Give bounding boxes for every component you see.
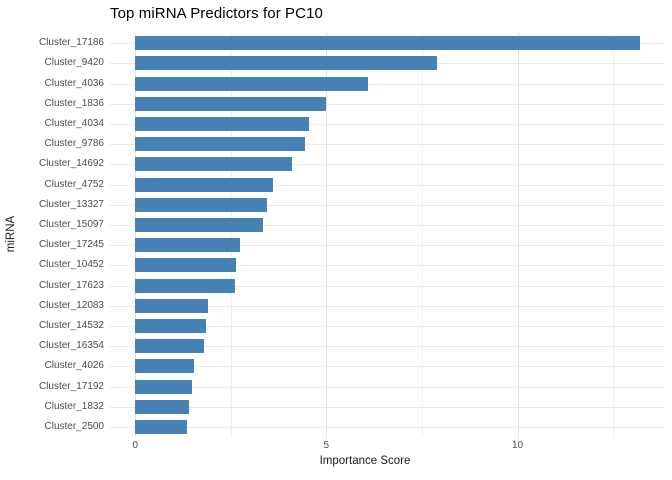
bar [135, 116, 310, 131]
row-gridline [110, 224, 665, 226]
bar [135, 399, 189, 414]
row-gridline [110, 305, 665, 307]
row-gridline [110, 245, 665, 247]
row-gridline [110, 164, 665, 166]
row-gridline [110, 406, 665, 408]
bar [135, 217, 264, 232]
bar [135, 137, 306, 152]
y-tick-label: Cluster_9420 [44, 57, 104, 69]
y-tick-label: Cluster_12083 [38, 299, 104, 311]
bar [135, 238, 241, 253]
bar [135, 278, 235, 293]
row-gridline [110, 426, 665, 428]
bar [135, 36, 640, 51]
y-tick-label: Cluster_4026 [44, 360, 104, 372]
bar [135, 318, 206, 333]
row-gridline [110, 346, 665, 348]
bar [135, 56, 438, 71]
y-tick-label: Cluster_4034 [44, 117, 104, 129]
row-gridline [110, 184, 665, 186]
y-tick-label: Cluster_17192 [38, 380, 104, 392]
bar [135, 379, 193, 394]
bar [135, 339, 204, 354]
gridline-major [326, 33, 328, 437]
y-tick-label: Cluster_15097 [38, 218, 104, 230]
row-gridline [110, 325, 665, 327]
y-tick-label: Cluster_16354 [38, 340, 104, 352]
gridline-major [517, 33, 519, 437]
y-tick-label: Cluster_4036 [44, 77, 104, 89]
y-tick-label: Cluster_13327 [38, 198, 104, 210]
row-gridline [110, 83, 665, 85]
x-axis-tick-labels: 0 5 10 [110, 440, 665, 454]
bar [135, 419, 187, 434]
y-tick-label: Cluster_1836 [44, 97, 104, 109]
y-tick-label: Cluster_2500 [44, 420, 104, 432]
gridline-minor [421, 33, 423, 437]
bar [135, 359, 195, 374]
row-gridline [110, 204, 665, 206]
y-tick-label: Cluster_14692 [38, 158, 104, 170]
plot-panel [110, 33, 665, 437]
bar [135, 258, 237, 273]
y-tick-label: Cluster_4752 [44, 178, 104, 190]
y-tick-label: Cluster_10452 [38, 259, 104, 271]
bar [135, 177, 273, 192]
row-gridline [110, 103, 665, 105]
bar [135, 96, 327, 111]
x-axis-title: Importance Score [319, 455, 411, 467]
y-tick-label: Cluster_17245 [38, 239, 104, 251]
y-axis-tick-labels: Cluster_17186 Cluster_9420 Cluster_4036 Clu… [0, 33, 104, 437]
chart-title: Top miRNA Predictors for PC10 [110, 5, 323, 22]
gridline-minor [230, 33, 232, 437]
gridline-major [135, 33, 137, 437]
y-tick-label: Cluster_14532 [38, 319, 104, 331]
gridline-minor [613, 33, 614, 437]
bar [135, 298, 208, 313]
row-gridline [110, 285, 665, 287]
x-tick-label: 10 [511, 440, 524, 451]
x-tick-label: 5 [323, 440, 330, 451]
y-tick-label: Cluster_1832 [44, 400, 104, 412]
bar [135, 76, 369, 91]
row-gridline [110, 144, 665, 146]
row-gridline [110, 123, 665, 125]
row-gridline [110, 386, 665, 388]
bar [135, 197, 268, 212]
row-gridline [110, 265, 665, 267]
x-tick-label: 0 [132, 440, 138, 451]
y-tick-label: Cluster_17186 [38, 37, 104, 49]
y-tick-label: Cluster_17623 [38, 279, 104, 291]
y-tick-label: Cluster_9786 [44, 138, 104, 150]
row-gridline [110, 366, 665, 368]
bar [135, 157, 292, 172]
